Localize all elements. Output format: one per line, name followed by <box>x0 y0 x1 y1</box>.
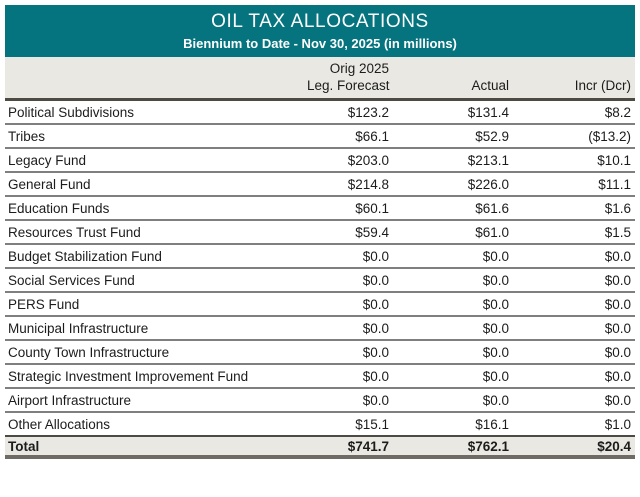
row-incr-value: $0.0 <box>604 392 631 408</box>
row-actual-value: $0.0 <box>482 248 509 264</box>
table-subtitle: Biennium to Date - Nov 30, 2025 (in mill… <box>183 36 457 51</box>
row-incr-value: $0.0 <box>604 272 631 288</box>
row-label: Other Allocations <box>8 416 111 432</box>
table-row: General Fund $214.8 $226.0 $11.1 <box>5 173 635 197</box>
row-actual-value: $131.4 <box>467 104 509 120</box>
row-actual-value: $0.0 <box>482 320 509 336</box>
row-actual-value: $0.0 <box>482 392 509 408</box>
row-actual-value: $0.0 <box>482 368 509 384</box>
row-incr-value: $1.6 <box>604 200 631 216</box>
row-forecast-value: $0.0 <box>362 248 389 264</box>
row-forecast-value: $0.0 <box>362 272 389 288</box>
row-incr-value: $11.1 <box>598 176 631 192</box>
row-actual-value: $0.0 <box>482 272 509 288</box>
row-forecast-value: $59.4 <box>355 224 389 240</box>
row-forecast-value: $0.0 <box>362 368 389 384</box>
row-incr-value: $1.5 <box>604 224 631 240</box>
row-label: Legacy Fund <box>8 152 87 168</box>
table-row: Other Allocations $15.1 $16.1 $1.0 <box>5 413 635 437</box>
row-forecast-value: $0.0 <box>362 320 389 336</box>
column-header-line-2: Leg. Forecast Actual Incr (Dcr) <box>5 77 635 94</box>
row-label: Airport Infrastructure <box>8 392 132 408</box>
row-incr-value: ($13.2) <box>588 128 631 144</box>
row-forecast-value: $123.2 <box>347 104 389 120</box>
total-forecast-value: $741.7 <box>347 438 389 454</box>
total-actual-value: $762.1 <box>467 438 509 454</box>
row-incr-value: $0.0 <box>604 248 631 264</box>
row-actual-value: $226.0 <box>467 176 509 192</box>
row-label: Social Services Fund <box>8 272 135 288</box>
column-header-band: Orig 2025 Leg. Forecast Actual Incr (Dcr… <box>5 57 635 101</box>
row-forecast-value: $203.0 <box>347 152 389 168</box>
total-incr-value: $20.4 <box>597 438 631 454</box>
row-actual-value: $61.0 <box>475 224 509 240</box>
table-row: Social Services Fund $0.0 $0.0 $0.0 <box>5 269 635 293</box>
row-label: Tribes <box>8 128 46 144</box>
table-title-band: OIL TAX ALLOCATIONS Biennium to Date - N… <box>5 5 635 57</box>
row-forecast-value: $214.8 <box>347 176 389 192</box>
row-forecast-value: $0.0 <box>362 392 389 408</box>
table-row: Strategic Investment Improvement Fund $0… <box>5 365 635 389</box>
row-incr-value: $0.0 <box>604 344 631 360</box>
table-row: Resources Trust Fund $59.4 $61.0 $1.5 <box>5 221 635 245</box>
column-header-orig-2025: Orig 2025 <box>329 61 389 76</box>
row-label: Budget Stabilization Fund <box>8 248 162 264</box>
row-actual-value: $213.1 <box>467 152 509 168</box>
row-incr-value: $8.2 <box>604 104 631 120</box>
row-label: Municipal Infrastructure <box>8 320 149 336</box>
table-row: PERS Fund $0.0 $0.0 $0.0 <box>5 293 635 317</box>
total-label: Total <box>8 438 40 454</box>
total-row: Total $741.7 $762.1 $20.4 <box>5 437 635 459</box>
row-actual-value: $16.1 <box>475 416 509 432</box>
table-body: Political Subdivisions $123.2 $131.4 $8.… <box>5 101 635 437</box>
table-row: Airport Infrastructure $0.0 $0.0 $0.0 <box>5 389 635 413</box>
row-label: PERS Fund <box>8 296 80 312</box>
row-label: General Fund <box>8 176 91 192</box>
row-label: Education Funds <box>8 200 110 216</box>
row-actual-value: $52.9 <box>475 128 509 144</box>
table-row: Tribes $66.1 $52.9 ($13.2) <box>5 125 635 149</box>
row-incr-value: $0.0 <box>604 296 631 312</box>
row-incr-value: $1.0 <box>604 416 631 432</box>
row-actual-value: $0.0 <box>482 296 509 312</box>
row-forecast-value: $60.1 <box>355 200 389 216</box>
table-title: OIL TAX ALLOCATIONS <box>211 11 429 32</box>
row-forecast-value: $0.0 <box>362 344 389 360</box>
row-incr-value: $0.0 <box>604 320 631 336</box>
column-header-line-1: Orig 2025 <box>5 60 635 77</box>
table-row: Budget Stabilization Fund $0.0 $0.0 $0.0 <box>5 245 635 269</box>
oil-tax-allocations-table: OIL TAX ALLOCATIONS Biennium to Date - N… <box>5 5 635 459</box>
table-row: Municipal Infrastructure $0.0 $0.0 $0.0 <box>5 317 635 341</box>
row-label: Strategic Investment Improvement Fund <box>8 368 249 384</box>
row-incr-value: $0.0 <box>604 368 631 384</box>
row-forecast-value: $66.1 <box>355 128 389 144</box>
column-header-incr-dcr: Incr (Dcr) <box>574 78 631 93</box>
table-row: Political Subdivisions $123.2 $131.4 $8.… <box>5 101 635 125</box>
row-label: Resources Trust Fund <box>8 224 141 240</box>
column-header-actual: Actual <box>471 78 509 93</box>
table-row: County Town Infrastructure $0.0 $0.0 $0.… <box>5 341 635 365</box>
row-label: Political Subdivisions <box>8 104 135 120</box>
table-row: Legacy Fund $203.0 $213.1 $10.1 <box>5 149 635 173</box>
row-label: County Town Infrastructure <box>8 344 170 360</box>
column-header-leg-forecast: Leg. Forecast <box>307 78 390 93</box>
row-incr-value: $10.1 <box>597 152 631 168</box>
row-forecast-value: $15.1 <box>355 416 389 432</box>
row-forecast-value: $0.0 <box>362 296 389 312</box>
table-row: Education Funds $60.1 $61.6 $1.6 <box>5 197 635 221</box>
row-actual-value: $0.0 <box>482 344 509 360</box>
row-actual-value: $61.6 <box>475 200 509 216</box>
